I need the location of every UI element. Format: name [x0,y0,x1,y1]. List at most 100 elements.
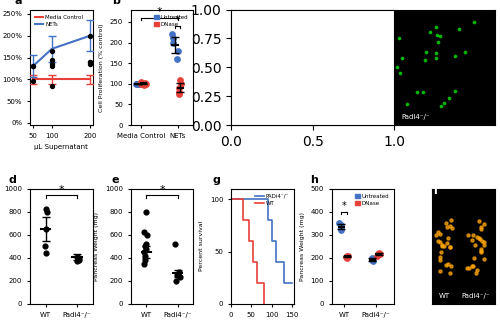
Point [343,255,351,260]
Point [76,256,84,261]
Point [172,278,180,284]
Point [29,64,37,69]
Point [142,244,150,249]
Point [169,36,177,41]
Y-axis label: Pancreas Weight (mg): Pancreas Weight (mg) [300,212,305,281]
Point [176,90,184,95]
Point [142,246,150,251]
Point [48,48,56,53]
Point [342,253,350,258]
Legend: Untreated, DNase: Untreated, DNase [352,191,392,209]
Text: h: h [310,175,318,185]
Y-axis label: Pancreas Weight (mg): Pancreas Weight (mg) [94,212,100,281]
Point [374,253,382,258]
Point [172,241,179,246]
Point [337,228,345,233]
Point [336,220,344,226]
Point [368,259,376,264]
Point [174,85,182,91]
Text: *: * [175,15,180,25]
Point [140,258,148,263]
Point [137,79,145,84]
Point [140,261,148,266]
Text: Padi4⁻/⁻: Padi4⁻/⁻ [462,293,490,299]
Point [140,82,148,87]
Text: i: i [434,186,437,196]
Text: Padi4⁻/⁻: Padi4⁻/⁻ [402,114,430,120]
Point [376,251,384,256]
Point [140,250,148,255]
Point [48,61,56,67]
Point [142,241,150,246]
Point [344,253,352,259]
Point [337,225,345,230]
Text: b: b [112,0,120,6]
Point [29,64,37,69]
Point [140,80,148,85]
Point [86,59,94,64]
Point [48,83,56,88]
Point [42,251,50,256]
Point [174,48,182,53]
Y-axis label: Percent survival: Percent survival [200,221,204,271]
Y-axis label: Cell Proliferation (% control): Cell Proliferation (% control) [99,23,104,112]
Point [142,209,150,214]
Point [136,81,144,86]
Point [140,230,147,235]
Point [168,32,176,37]
Legend: Untreated, DNase: Untreated, DNase [152,12,190,30]
Text: a: a [14,0,22,6]
Point [369,256,377,261]
Legend: Media Control, NETs: Media Control, NETs [33,12,85,30]
Point [48,64,56,69]
Text: WT: WT [439,293,450,299]
Point [169,40,177,45]
Point [74,255,82,260]
Point [138,81,145,86]
Text: *: * [58,185,64,195]
Point [142,253,150,258]
Point [86,61,94,67]
Point [42,207,50,212]
Point [174,269,182,274]
Text: CitH3: CitH3 [368,23,384,28]
Text: Gr-1: Gr-1 [236,35,248,39]
Point [144,232,152,237]
Point [375,251,383,256]
Point [29,79,37,84]
X-axis label: μL Supernatant: μL Supernatant [34,144,88,150]
Point [132,81,140,86]
Text: CitH3: CitH3 [236,23,252,28]
Point [72,254,80,259]
Point [342,254,350,259]
Point [337,223,345,228]
Legend: PADi4⁻/⁻, WT: PADi4⁻/⁻, WT [253,191,291,209]
Text: WT: WT [278,114,289,120]
Point [133,81,141,86]
Point [175,92,183,97]
Point [48,57,56,62]
Point [368,258,376,263]
Point [86,59,94,64]
Point [42,226,50,231]
Point [136,81,143,86]
Text: c: c [363,15,370,25]
Point [176,275,184,280]
Point [134,81,142,86]
Point [43,209,51,214]
Point [86,33,94,38]
Text: *: * [156,7,162,17]
Text: d: d [8,175,16,185]
Point [368,255,376,260]
Point [73,259,81,264]
Text: g: g [212,175,220,185]
Point [42,244,50,249]
Text: *: * [159,185,165,195]
Text: *: * [342,201,346,211]
Point [173,57,181,62]
Point [176,81,184,86]
Point [176,77,184,82]
Point [75,257,83,262]
Text: e: e [112,175,119,185]
Point [374,252,382,257]
